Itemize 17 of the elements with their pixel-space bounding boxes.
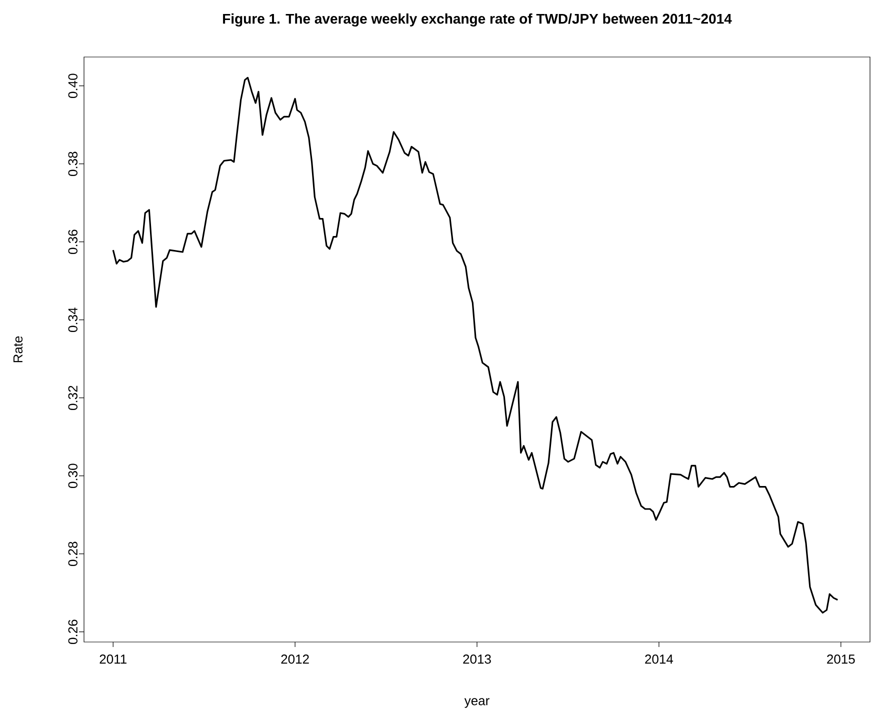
y-tick-label: 0.26 xyxy=(68,620,78,644)
x-axis-title: year xyxy=(464,698,490,708)
chart-title: Figure 1. The average weekly exchange rate of TWD/JPY between 2011~2014 xyxy=(223,13,732,27)
line-series xyxy=(112,76,838,614)
x-tick-label: 2013 xyxy=(463,654,491,664)
y-tick-label: 0.34 xyxy=(68,308,78,332)
y-tick-label: 0.36 xyxy=(68,230,78,254)
x-tick-label: 2011 xyxy=(100,654,126,664)
y-tick-label: 0.38 xyxy=(68,152,78,176)
y-tick-label: 0.32 xyxy=(68,386,78,410)
x-tick-label: 2012 xyxy=(281,654,309,664)
y-tick-label: 0.28 xyxy=(68,542,78,566)
x-tick-label: 2014 xyxy=(645,654,674,664)
x-tick-label: 2015 xyxy=(827,654,855,664)
y-tick-label: 0.40 xyxy=(68,74,78,98)
y-axis-title: Rate xyxy=(13,336,23,362)
y-tick-label: 0.30 xyxy=(68,464,78,488)
